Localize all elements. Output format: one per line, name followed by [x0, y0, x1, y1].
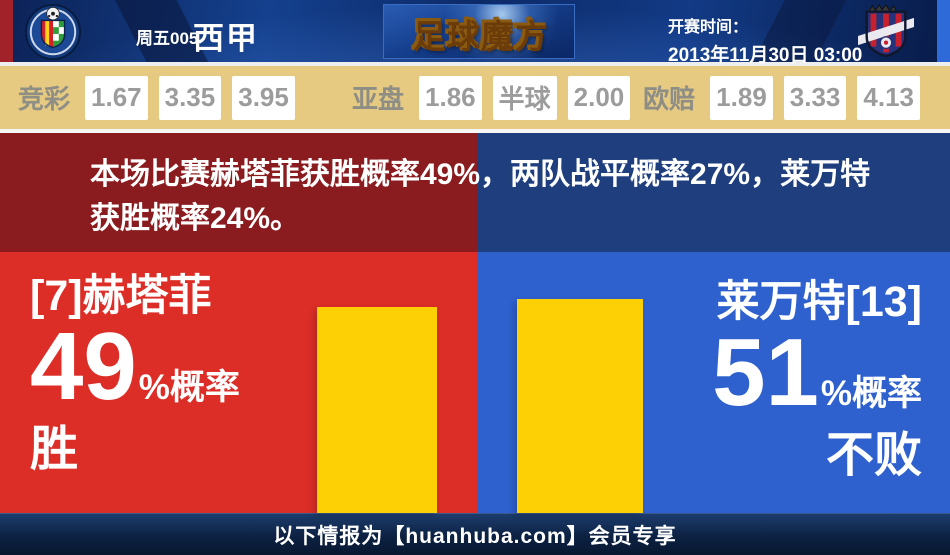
home-color-stripe	[0, 0, 13, 62]
oupei-odd-win: 1.89	[710, 75, 773, 120]
away-color-stripe	[937, 0, 950, 62]
header-divider	[0, 62, 950, 66]
league-name: 西甲	[193, 21, 259, 56]
oupei-label: 欧赔	[643, 84, 696, 114]
jingcai-label: 竞彩	[18, 84, 71, 114]
site-logo-text: 足球魔方	[411, 8, 547, 56]
odds-bar: 竞彩 1.67 3.35 3.95 亚盘 1.86 半球 2.00 欧赔 1.8…	[0, 66, 950, 129]
yapan-odd-home: 1.86	[419, 75, 482, 120]
yapan-label: 亚盘	[352, 84, 405, 114]
odds-group-oupei: 欧赔 1.89 3.33 4.13	[643, 66, 920, 129]
yapan-handicap: 半球	[492, 75, 557, 120]
away-team-stats: 莱万特[13] 51 %概率 不败	[712, 277, 922, 483]
oupei-odd-draw: 3.33	[783, 75, 847, 120]
levante-crest-icon	[858, 4, 914, 58]
home-team-stats: [7]赫塔菲 49 %概率 胜	[30, 271, 240, 477]
away-team-name: 莱万特[13]	[716, 278, 922, 326]
kickoff-label: 开赛时间：	[668, 19, 749, 36]
home-win-percent: 49	[30, 313, 137, 420]
kickoff-info: 开赛时间： 2013年11月30日 03:00	[668, 13, 862, 67]
header: 周五005 西甲 足球魔方 开赛时间： 2013年11月30日 03:00	[0, 0, 950, 66]
home-team-name: [7]赫塔菲	[30, 272, 212, 320]
jingcai-odd-lose: 3.95	[232, 75, 295, 120]
away-percent-suffix: %概率	[820, 374, 922, 413]
getafe-crest-icon	[24, 3, 82, 61]
yapan-odd-away: 2.00	[567, 75, 631, 120]
home-outcome-label: 胜	[30, 423, 79, 476]
jingcai-odd-draw: 3.35	[158, 75, 222, 120]
prediction-panel: 本场比赛赫塔菲获胜概率49%，两队战平概率27%，莱万特获胜概率24%。 [7]…	[0, 133, 950, 513]
jingcai-odd-win: 1.67	[85, 75, 148, 120]
match-number-label: 周五005	[136, 29, 199, 48]
site-logo[interactable]: 足球魔方	[383, 4, 575, 59]
summary-band-home	[0, 133, 477, 252]
away-unbeaten-percent: 51	[712, 319, 819, 426]
home-percent-suffix: %概率	[138, 368, 240, 407]
odds-divider	[0, 129, 950, 133]
summary-band	[0, 133, 950, 252]
prediction-summary: 本场比赛赫塔菲获胜概率49%，两队战平概率27%，莱万特获胜概率24%。	[90, 158, 871, 235]
home-probability-bar	[317, 307, 437, 513]
summary-band-away	[477, 133, 950, 252]
away-probability-bar	[517, 299, 643, 513]
kickoff-time: 2013年11月30日 03:00	[668, 45, 863, 66]
member-notice-text: 以下情报为【huanhuba.com】会员专享	[273, 524, 677, 548]
odds-group-jingcai: 竞彩 1.67 3.35 3.95	[18, 66, 295, 129]
away-outcome-label: 不败	[825, 429, 922, 482]
oupei-odd-lose: 4.13	[857, 75, 920, 120]
odds-group-yapan: 亚盘 1.86 半球 2.00	[352, 66, 631, 129]
footer-bar: 以下情报为【huanhuba.com】会员专享	[0, 513, 950, 555]
